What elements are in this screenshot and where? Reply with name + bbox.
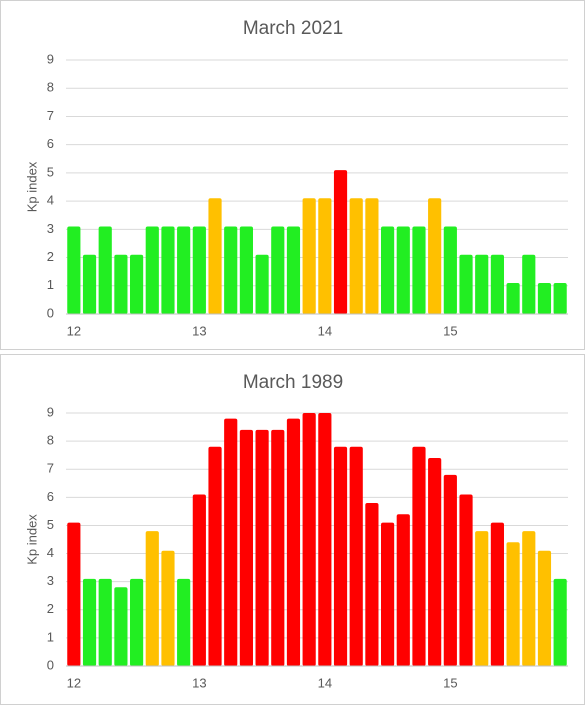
- y-tick-label: 1: [47, 277, 54, 292]
- bar: [396, 514, 410, 666]
- bar: [239, 226, 253, 314]
- y-tick-label: 2: [47, 601, 54, 616]
- chart-title: March 1989: [243, 372, 343, 393]
- bar: [302, 198, 316, 314]
- bar: [349, 446, 363, 666]
- bar: [239, 429, 253, 666]
- bar: [412, 446, 426, 666]
- bar: [522, 254, 536, 314]
- bar: [130, 578, 144, 666]
- bar: [553, 578, 567, 666]
- y-tick-label: 3: [47, 221, 54, 236]
- bar: [381, 522, 395, 666]
- x-tick-label: 12: [67, 323, 81, 338]
- bar: [490, 254, 504, 314]
- bar: [271, 226, 285, 314]
- bar: [428, 198, 442, 314]
- x-tick-label: 12: [67, 675, 81, 690]
- bar: [459, 254, 473, 314]
- bar: [302, 413, 316, 666]
- bar: [381, 226, 395, 314]
- y-tick-label: 0: [47, 305, 54, 320]
- bar: [286, 226, 301, 314]
- bar: [506, 542, 520, 666]
- bar: [271, 429, 285, 666]
- y-tick-label: 7: [47, 108, 54, 123]
- bar: [522, 531, 536, 666]
- bar: [537, 550, 552, 666]
- bar: [224, 418, 238, 666]
- bar: [82, 254, 97, 314]
- y-tick-label: 7: [47, 461, 54, 476]
- bar: [506, 282, 520, 314]
- y-tick-label: 6: [47, 489, 54, 504]
- bar: [130, 254, 144, 314]
- y-tick-label: 0: [47, 657, 54, 672]
- bar: [443, 474, 457, 666]
- bar: [318, 413, 332, 666]
- y-tick-label: 5: [47, 517, 54, 532]
- y-tick-label: 4: [47, 545, 54, 560]
- y-tick-label: 8: [47, 433, 54, 448]
- bar: [177, 578, 191, 666]
- bar: [475, 531, 489, 666]
- bar: [349, 198, 363, 314]
- x-tick-label: 14: [318, 675, 332, 690]
- y-tick-label: 5: [47, 164, 54, 179]
- bar: [412, 226, 426, 314]
- chart-title: March 2021: [243, 18, 343, 39]
- bar: [286, 418, 301, 666]
- bar: [98, 226, 112, 314]
- y-tick-label: 1: [47, 629, 54, 644]
- bar: [208, 446, 222, 666]
- bar: [224, 226, 238, 314]
- bar: [67, 226, 81, 314]
- x-tick-label: 15: [443, 323, 457, 338]
- bar: [365, 502, 379, 666]
- bar: [98, 578, 112, 666]
- bar: [114, 587, 128, 666]
- y-tick-label: 6: [47, 136, 54, 151]
- bar: [82, 578, 97, 666]
- bar: [145, 226, 159, 314]
- x-tick-label: 14: [318, 323, 332, 338]
- y-tick-label: 8: [47, 80, 54, 95]
- y-tick-label: 2: [47, 249, 54, 264]
- bar: [490, 522, 504, 666]
- bar: [145, 531, 159, 666]
- bar: [255, 254, 269, 314]
- bar: [333, 446, 348, 666]
- y-tick-label: 9: [47, 51, 54, 66]
- bar: [475, 254, 489, 314]
- x-tick-label: 15: [443, 675, 457, 690]
- bar: [192, 494, 206, 666]
- bar: [192, 226, 206, 314]
- bar: [255, 429, 269, 666]
- bar: [537, 282, 552, 314]
- bar: [459, 494, 473, 666]
- y-tick-label: 4: [47, 193, 54, 208]
- bar: [208, 198, 222, 314]
- bar: [428, 457, 442, 666]
- y-tick-label: 3: [47, 573, 54, 588]
- bar: [161, 550, 175, 666]
- x-tick-label: 13: [192, 323, 206, 338]
- bar: [67, 522, 81, 666]
- bar: [318, 198, 332, 314]
- bar: [396, 226, 410, 314]
- x-tick-label: 13: [192, 675, 206, 690]
- bar: [114, 254, 128, 314]
- bar: [177, 226, 191, 314]
- y-axis-label: Kp index: [24, 161, 39, 212]
- bar: [553, 282, 567, 314]
- y-axis-label: Kp index: [24, 514, 39, 565]
- bar: [333, 170, 348, 314]
- y-tick-label: 9: [47, 404, 54, 419]
- bar: [161, 226, 175, 314]
- bar: [365, 198, 379, 314]
- bar: [443, 226, 457, 314]
